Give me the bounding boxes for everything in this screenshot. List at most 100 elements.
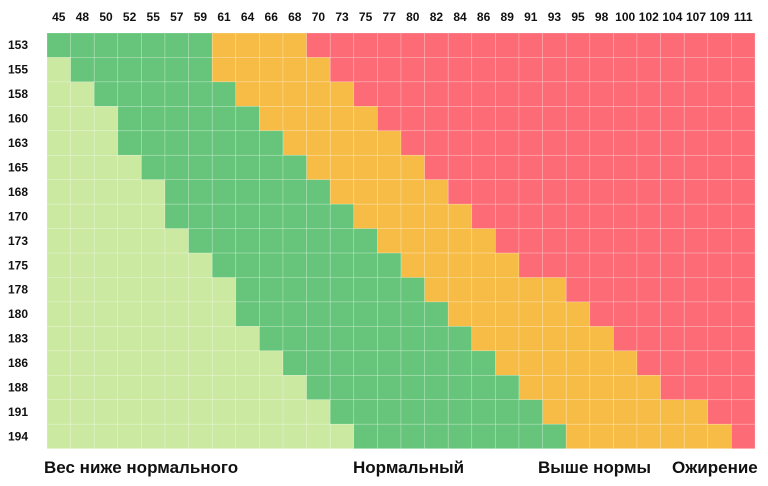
heatmap-cell [589,252,614,278]
heatmap-cell [683,106,709,132]
heatmap-cell [188,277,213,303]
heatmap-cell [188,154,213,181]
heatmap-cell [565,106,591,132]
heatmap-cell [518,423,543,449]
heatmap-cell [46,301,71,327]
heatmap-cell [70,423,95,449]
heatmap-cell [235,350,260,376]
heatmap-cell [447,106,473,132]
heatmap-cell [471,423,496,449]
heatmap-cell [164,57,189,83]
heatmap-cell [46,277,71,303]
x-tick-label: 93 [548,10,562,24]
legend-overweight-label: Выше нормы [538,458,652,477]
heatmap-cell [636,252,661,278]
heatmap-cell [683,203,709,229]
heatmap-cell [282,374,307,401]
heatmap-cell [329,81,355,107]
heatmap-cell [235,326,260,352]
heatmap-cell [400,423,425,449]
heatmap-cell [636,374,661,401]
heatmap-cell [400,179,425,205]
heatmap-cell [164,252,189,278]
heatmap-cell [235,81,260,107]
heatmap-cell [259,399,284,425]
heatmap-cell [424,32,449,58]
heatmap-cell [377,106,402,132]
heatmap-cell [46,154,71,181]
heatmap-cell [495,301,520,327]
heatmap-cell [164,399,189,425]
heatmap-cell [589,399,614,425]
heatmap-cell [424,301,449,327]
heatmap-cell [117,81,142,107]
heatmap-cell [424,350,449,376]
heatmap-cell [93,203,119,229]
heatmap-cell [589,179,614,205]
heatmap-cell [660,57,685,83]
heatmap-cell [660,228,685,254]
heatmap-cell [447,277,473,303]
x-tick-label: 77 [383,10,397,24]
heatmap-cell [400,203,425,229]
heatmap-cell [93,252,119,278]
heatmap-cell [400,301,425,327]
heatmap-cell [613,423,638,449]
heatmap-cell [565,32,591,58]
x-tick-label: 66 [265,10,279,24]
heatmap-cell [565,350,591,376]
heatmap-cell [211,203,237,229]
heatmap-cell [282,228,307,254]
heatmap-cell [306,81,331,107]
heatmap-cell [636,350,661,376]
heatmap-cell [660,252,685,278]
heatmap-cell [495,130,520,156]
heatmap-cell [329,130,355,156]
heatmap-cell [46,423,71,449]
heatmap-cell [707,203,732,229]
heatmap-cell [329,423,355,449]
heatmap-cell [660,203,685,229]
heatmap-cell [353,179,378,205]
heatmap-cell [447,154,473,181]
heatmap-cell [70,252,95,278]
heatmap-cell [164,81,189,107]
heatmap-cell [93,32,119,58]
heatmap-cell [235,399,260,425]
heatmap-cell [353,399,378,425]
heatmap-cell [589,423,614,449]
heatmap-cell [141,399,166,425]
heatmap-cell [235,32,260,58]
heatmap-cell [117,301,142,327]
heatmap-cell [188,252,213,278]
heatmap-cell [424,326,449,352]
heatmap-cell [707,179,732,205]
heatmap-cell [353,374,378,401]
heatmap-cell [683,81,709,107]
heatmap-cell [46,326,71,352]
heatmap-cell [707,350,732,376]
heatmap-cell [731,57,756,83]
heatmap-cell [188,228,213,254]
heatmap-cell [46,32,71,58]
heatmap-cell [471,179,496,205]
heatmap-cell [46,374,71,401]
heatmap-cell [424,130,449,156]
heatmap-cell [731,326,756,352]
heatmap-cell [660,106,685,132]
heatmap-cell [424,203,449,229]
heatmap-cell [117,179,142,205]
heatmap-cell [518,106,543,132]
heatmap-cell [589,154,614,181]
heatmap-cell [518,252,543,278]
heatmap-cell [117,154,142,181]
heatmap-cell [46,252,71,278]
heatmap-cell [613,81,638,107]
heatmap-cell [518,228,543,254]
heatmap-cell [46,203,71,229]
heatmap-cell [377,179,402,205]
heatmap-cell [447,228,473,254]
heatmap-cell [70,228,95,254]
heatmap-cell [447,374,473,401]
heatmap-cell [660,277,685,303]
